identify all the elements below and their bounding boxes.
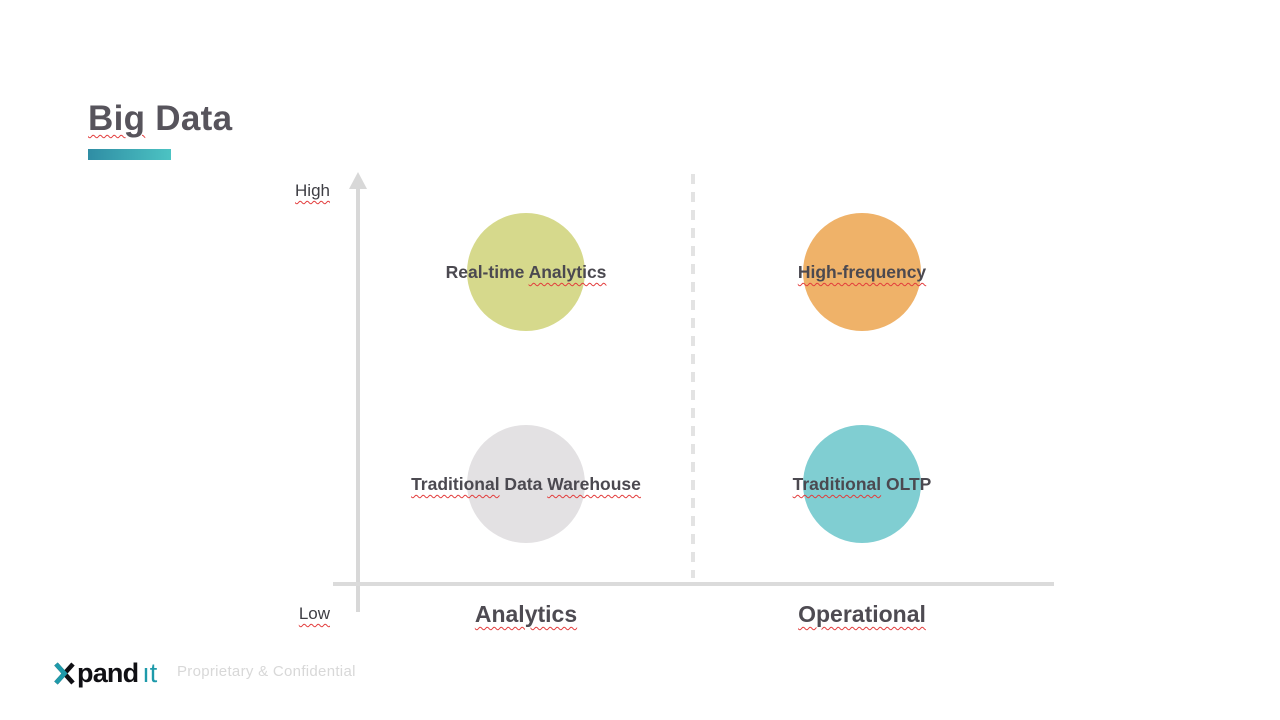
bubble-label-traditional-data-warehouse[interactable]: Traditional Data Warehouse <box>366 473 686 495</box>
low-label-text: Low <box>298 604 330 623</box>
label-segment-flagged: Traditional <box>792 474 882 494</box>
title-word-rest: Data <box>145 99 233 138</box>
label-segment-flagged: High-frequency <box>797 262 927 282</box>
column-divider-dashed-line[interactable] <box>691 174 695 578</box>
bubble-traditional-oltp[interactable] <box>803 425 921 543</box>
logo-text-it: ıt <box>142 657 158 688</box>
x-axis-line[interactable] <box>333 582 1054 586</box>
slide-title[interactable]: Big Data <box>88 99 232 139</box>
column-label-text: Analytics <box>474 601 578 627</box>
xpandit-x-icon <box>54 662 75 685</box>
bubble-label-high-frequency[interactable]: High-frequency <box>702 261 1022 283</box>
column-label-analytics[interactable]: Analytics <box>376 601 676 628</box>
y-axis-high-label[interactable]: High <box>250 181 330 201</box>
xpandit-logo[interactable]: pand ıt <box>52 656 157 690</box>
bubble-label-real-time-analytics[interactable]: Real-time Analytics <box>366 261 686 283</box>
label-segment: Data <box>499 474 548 494</box>
column-label-operational[interactable]: Operational <box>712 601 1012 628</box>
y-axis-arrow-icon <box>349 172 367 189</box>
label-segment-flagged: Analytics <box>528 262 607 282</box>
high-label-text: High <box>295 181 330 200</box>
bubble-high-frequency[interactable] <box>803 213 921 331</box>
title-word-flagged: Big <box>88 99 146 138</box>
bubble-label-traditional-oltp[interactable]: Traditional OLTP <box>702 473 1022 495</box>
column-label-text: Operational <box>798 601 926 627</box>
bubble-traditional-data-warehouse[interactable] <box>467 425 585 543</box>
label-segment-flagged: Warehouse <box>547 474 641 494</box>
title-accent-bar[interactable] <box>88 149 171 160</box>
label-segment: OLTP <box>881 474 932 494</box>
y-axis-low-label[interactable]: Low <box>250 604 330 624</box>
logo-text-pand: pand <box>77 657 139 688</box>
y-axis-line[interactable] <box>356 188 360 612</box>
label-segment-flagged: Traditional <box>411 474 500 494</box>
label-segment: Real-time <box>445 262 529 282</box>
bubble-real-time-analytics[interactable] <box>467 213 585 331</box>
confidential-notice: Proprietary & Confidential <box>177 663 356 680</box>
